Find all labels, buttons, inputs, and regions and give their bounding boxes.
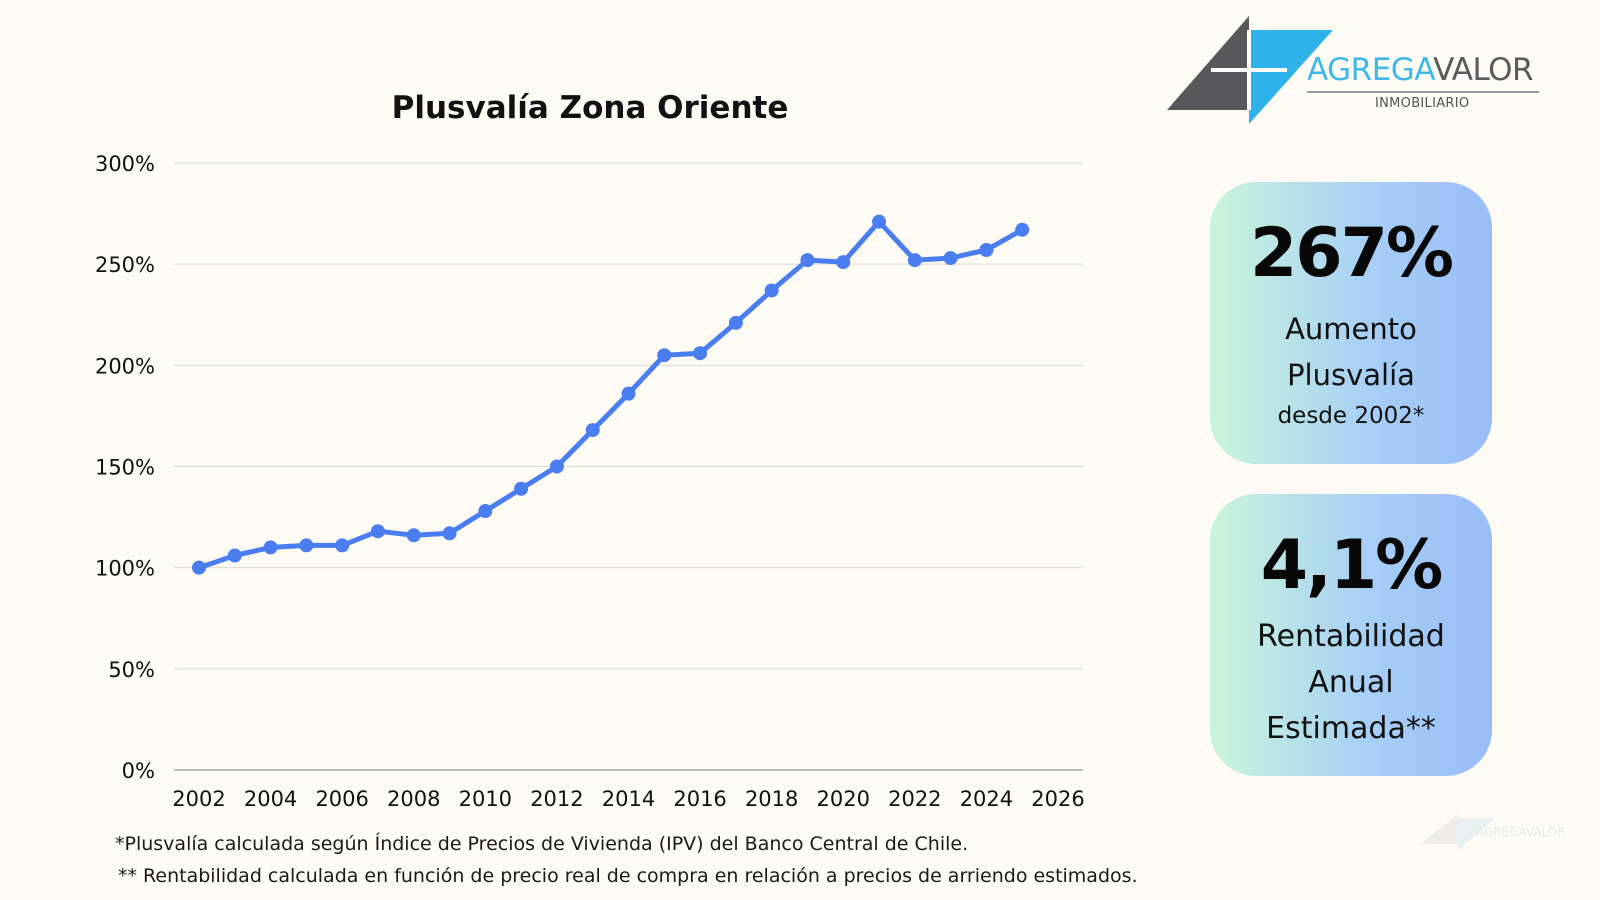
data-point-2022 bbox=[907, 253, 922, 268]
x-tick-label: 2010 bbox=[459, 787, 512, 810]
data-point-2025 bbox=[1015, 222, 1030, 237]
stat-value: 267% bbox=[1249, 214, 1454, 293]
x-tick-label: 2020 bbox=[817, 787, 870, 810]
footnote-plusvalia: *Plusvalía calculada según Índice de Pre… bbox=[115, 833, 969, 855]
data-point-2016 bbox=[693, 346, 708, 361]
x-tick-label: 2024 bbox=[960, 787, 1013, 810]
stat-card-rentabilidad: 4,1% Rentabilidad Anual Estimada** bbox=[1210, 494, 1492, 776]
data-point-2023 bbox=[943, 251, 958, 266]
data-point-2006 bbox=[335, 538, 350, 553]
brand-logo-mark bbox=[1167, 16, 1333, 124]
stat-label: Rentabilidad Anual Estimada** bbox=[1257, 619, 1445, 746]
y-tick-label: 300% bbox=[95, 152, 155, 176]
chart-series bbox=[192, 214, 1030, 575]
y-tick-label: 0% bbox=[122, 759, 155, 783]
x-tick-label: 2018 bbox=[745, 787, 798, 810]
y-axis-ticks: 0% 50% 100% 150% 200% 250% 300% bbox=[95, 152, 155, 783]
data-point-2012 bbox=[549, 459, 564, 474]
data-point-2017 bbox=[728, 315, 743, 330]
footnote-rentabilidad: ** Rentabilidad calculada en función de … bbox=[118, 865, 1138, 887]
data-point-2003 bbox=[227, 548, 242, 563]
chart-title: Plusvalía Zona Oriente bbox=[392, 90, 789, 126]
data-point-2004 bbox=[263, 540, 278, 555]
y-tick-label: 200% bbox=[95, 354, 155, 378]
svg-text:AGREGAVALOR: AGREGAVALOR bbox=[1476, 825, 1566, 839]
data-point-2014 bbox=[621, 386, 636, 401]
x-tick-label: 2012 bbox=[530, 787, 583, 810]
watermark-logo: AGREGAVALOR bbox=[1418, 812, 1588, 852]
data-point-2013 bbox=[585, 423, 600, 438]
data-point-2008 bbox=[406, 528, 421, 543]
data-point-2010 bbox=[478, 504, 493, 519]
x-tick-label: 2008 bbox=[387, 787, 440, 810]
stat-card-plusvalia: 267% Aumento Plusvalía desde 2002* bbox=[1210, 182, 1492, 464]
stat-label: Aumento Plusvalía desde 2002* bbox=[1277, 312, 1425, 429]
data-point-2015 bbox=[657, 348, 672, 363]
y-tick-label: 150% bbox=[95, 456, 155, 480]
data-point-2019 bbox=[800, 253, 815, 268]
chart-gridlines bbox=[174, 162, 1083, 771]
data-point-2021 bbox=[872, 214, 887, 229]
data-point-2005 bbox=[299, 538, 314, 553]
x-tick-label: 2006 bbox=[315, 787, 368, 810]
y-tick-label: 250% bbox=[95, 253, 155, 277]
data-point-2024 bbox=[979, 243, 994, 258]
chart: Plusvalía Zona Oriente 0% 50% 100% 150% 200%… bbox=[95, 90, 1085, 810]
x-tick-label: 2016 bbox=[673, 787, 726, 810]
brand-name: AGREGAVALOR bbox=[1307, 52, 1534, 88]
y-tick-label: 50% bbox=[108, 658, 155, 682]
brand-logo: AGREGAVALOR INMOBILIARIO bbox=[1165, 14, 1545, 129]
data-point-2002 bbox=[192, 560, 206, 575]
stat-value: 4,1% bbox=[1260, 526, 1444, 605]
x-tick-label: 2002 bbox=[172, 787, 225, 810]
x-tick-label: 2014 bbox=[602, 787, 655, 810]
data-point-2009 bbox=[442, 526, 457, 541]
series-line bbox=[196, 219, 1025, 571]
x-tick-label: 2004 bbox=[244, 787, 297, 810]
y-tick-label: 100% bbox=[95, 557, 155, 581]
data-point-2011 bbox=[514, 481, 529, 496]
x-axis-ticks: 2002 2004 2006 2008 2010 2012 2014 2016 2018 2020… bbox=[172, 787, 1084, 810]
x-tick-label: 2022 bbox=[888, 787, 941, 810]
data-point-2020 bbox=[836, 255, 851, 270]
data-point-2007 bbox=[370, 524, 385, 539]
brand-subtitle: INMOBILIARIO bbox=[1375, 96, 1470, 111]
data-point-2018 bbox=[764, 283, 779, 298]
brand-divider bbox=[1307, 91, 1539, 93]
x-tick-label: 2026 bbox=[1031, 787, 1084, 810]
